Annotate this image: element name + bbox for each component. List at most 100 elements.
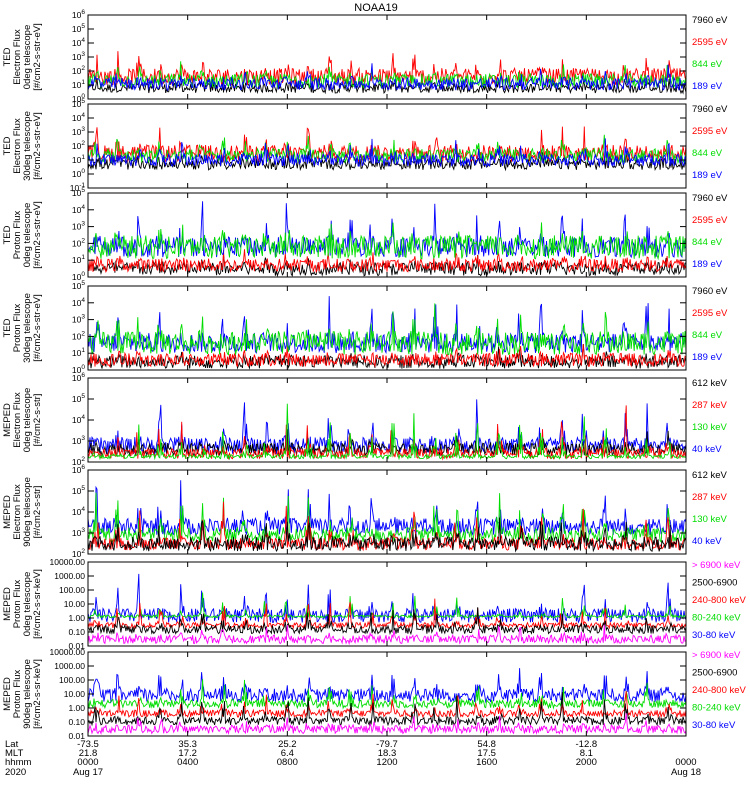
ylabel-line: [#/cm2-s-str-eV] [32, 201, 43, 269]
axis-row-value: 1200 [376, 757, 397, 768]
ytick-label: 103 [72, 126, 85, 137]
ylabel-line: [#/cm2-s-str] [32, 394, 43, 447]
panel-frame [87, 103, 687, 189]
ytick-exponent: 1 [81, 79, 85, 86]
panel-stack: 100 101 102 103 104 105 106 TED Electron Flux 0de… [2, 9, 747, 741]
ytick-label: 104 [72, 414, 85, 425]
ytick-exponent: 5 [81, 393, 85, 400]
legend-entry: 240-800 keV [692, 595, 747, 606]
series-line-1-3 [87, 61, 687, 90]
ytick-label: 0.10 [68, 717, 85, 727]
axis-row-label: hhmm [5, 757, 31, 768]
ytick-exponent: 5 [81, 187, 85, 194]
legend-entry: 130 keV [692, 422, 728, 433]
ytick-label: 103 [72, 435, 85, 446]
ylabel-line: 0deg telescope [22, 203, 33, 267]
axis-row-value: 1600 [476, 757, 497, 768]
ytick-label: 0.01 [68, 731, 85, 741]
series-line-7-4 [88, 607, 687, 636]
ylabel-line: 90deg telescope [22, 659, 33, 729]
ytick-label: 100.00 [59, 585, 85, 595]
series-line-8-3 [87, 691, 687, 719]
ytick-label: 103 [72, 314, 85, 325]
ytick-label: 101 [72, 154, 85, 165]
ytick-label: 103 [72, 221, 85, 232]
ytick-exponent: 4 [81, 204, 85, 211]
ylabel-line: Proton Flux [12, 579, 23, 628]
chart-panel-5: 102 103 104 105 106 MEPED Electron Flux 0deg te… [2, 372, 728, 467]
legend-entry: 844 eV [692, 237, 723, 248]
ytick-exponent: 6 [81, 372, 85, 379]
ytick-exponent: 1 [81, 347, 85, 354]
ytick-label: 104 [72, 204, 85, 215]
axis-row-value: 8.1 [580, 748, 593, 759]
ytick-exponent: 1 [81, 154, 85, 161]
ytick-exponent: 3 [81, 126, 85, 133]
axis-row-value: -12.8 [576, 739, 598, 750]
ytick-label: 0.01 [68, 641, 85, 651]
ylabel-line: Electron Flux [12, 484, 23, 540]
legend-entry: 189 eV [692, 352, 723, 363]
ylabel-line: TED [2, 318, 13, 337]
ytick-label: 106 [72, 464, 85, 475]
ytick-exponent: 2 [81, 330, 85, 337]
legend-entry: 612 keV [692, 470, 728, 481]
ylabel-line: MEPED [2, 587, 13, 621]
series-line-6-1 [87, 480, 687, 537]
ytick-exponent: 5 [81, 280, 85, 287]
ytick-label: 106 [72, 9, 85, 20]
ytick-label: 1.00 [68, 613, 85, 623]
ytick-exponent: 3 [81, 314, 85, 321]
ytick-label: 102 [72, 140, 85, 151]
ytick-label: 105 [72, 485, 85, 496]
legend-entry: 130 keV [692, 514, 728, 525]
ylabel-line: 90deg telescope [22, 477, 33, 547]
chart-panel-7: 0.01 0.10 1.00 10.00 100.00 1000.00 10000.00 ME… [2, 557, 747, 651]
axis-row-value: 21.8 [79, 748, 98, 759]
ytick-exponent: 4 [81, 506, 85, 513]
legend-entry: 189 eV [692, 81, 723, 92]
ylabel-line: [#/cm2-s-sr-keV] [32, 569, 43, 639]
legend-entry: > 6900 keV [692, 650, 741, 661]
legend-entry: 844 eV [692, 59, 723, 70]
ytick-label: 100 [72, 93, 85, 104]
legend-entry: 80-240 keV [692, 703, 741, 714]
legend-entry: 30-80 keV [692, 630, 736, 641]
ytick-label: 100 [72, 364, 85, 375]
legend-entry: 40 keV [692, 536, 722, 547]
series-line-7-1 [87, 573, 687, 624]
ytick-exponent: 5 [81, 98, 85, 105]
panel-frame [87, 561, 687, 647]
series-line-5-1 [87, 399, 687, 456]
axis-row-value: 25.2 [278, 739, 297, 750]
axis-row-value: -79.7 [376, 739, 398, 750]
ytick-label: 104 [72, 37, 85, 48]
ytick-label: 1000.00 [54, 571, 85, 581]
ylabel-line: Proton Flux [12, 669, 23, 718]
ytick-label: 102 [72, 456, 85, 467]
ytick-label: 105 [72, 23, 85, 34]
ytick-exponent: 2 [81, 237, 85, 244]
ytick-label: 104 [72, 112, 85, 123]
legend-entry: 7960 eV [692, 15, 728, 26]
legend-entry: 80-240 keV [692, 613, 741, 624]
ytick-label: 105 [72, 393, 85, 404]
series-line-7-2 [87, 592, 687, 619]
legend-entry: 2595 eV [692, 37, 728, 48]
ytick-label: 105 [72, 187, 85, 198]
chart-panel-6: 102 103 104 105 106 MEPED Electron Flux 90deg t… [2, 464, 728, 559]
legend-entry: 40 keV [692, 444, 722, 455]
series-line-3-3 [87, 201, 687, 259]
ytick-exponent: 4 [81, 414, 85, 421]
ylabel-line: 30deg telescope [22, 293, 33, 363]
ytick-exponent: 3 [81, 51, 85, 58]
series-line-2-4 [87, 138, 687, 168]
ytick-label: 102 [72, 65, 85, 76]
series-line-8-1 [87, 668, 687, 704]
ytick-exponent: 2 [81, 140, 85, 147]
axis-row-label: MLT [5, 748, 23, 759]
legend-entry: 2595 eV [692, 308, 728, 319]
ytick-label: 100 [72, 271, 85, 282]
series-line-4-3 [87, 296, 687, 355]
